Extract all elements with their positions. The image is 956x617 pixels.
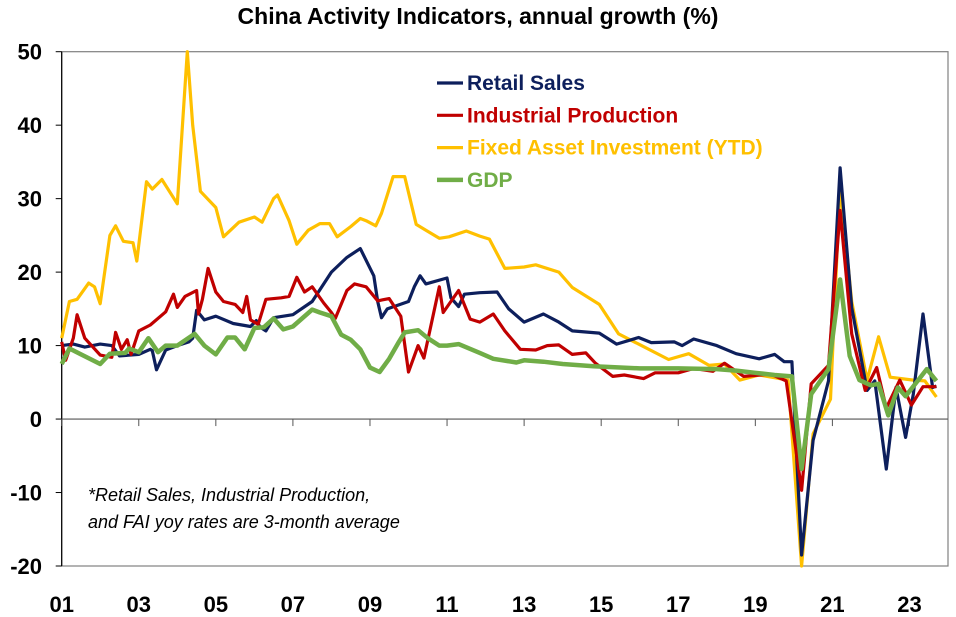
y-tick-label: 20 <box>18 260 42 285</box>
y-tick-label: -10 <box>10 481 42 506</box>
chart-title: China Activity Indicators, annual growth… <box>238 3 719 29</box>
annotation-line-1: *Retail Sales, Industrial Production, <box>88 485 370 505</box>
x-tick-label: 03 <box>127 592 151 617</box>
annotation-line-2: and FAI yoy rates are 3-month average <box>88 512 400 532</box>
legend-label: Retail Sales <box>467 72 585 95</box>
x-tick-label: 05 <box>204 592 228 617</box>
y-tick-label: 40 <box>18 113 42 138</box>
y-tick-label: -20 <box>10 554 42 579</box>
x-tick-label: 11 <box>435 592 458 617</box>
x-tick-label: 15 <box>589 592 613 617</box>
x-tick-label: 01 <box>49 592 73 617</box>
legend: Retail Sales Industrial Production Fixed A… <box>437 72 763 192</box>
y-tick-label: 30 <box>18 187 42 212</box>
y-tick-label: 50 <box>18 40 42 65</box>
legend-label: GDP <box>467 169 513 192</box>
x-tick-label: 07 <box>281 592 305 617</box>
x-tick-label: 23 <box>897 592 921 617</box>
legend-label: Fixed Asset Investment (YTD) <box>467 137 763 160</box>
x-tick-label: 19 <box>743 592 767 617</box>
series-line-industrial-production <box>60 208 937 492</box>
y-tick-label: 10 <box>18 334 42 359</box>
x-tick-label: 09 <box>358 592 382 617</box>
series-line-gdp <box>59 277 939 472</box>
series-line-retail-sales <box>61 166 937 557</box>
x-tick-label: 13 <box>512 592 536 617</box>
y-tick-label: 0 <box>30 407 42 432</box>
x-tick-label: 21 <box>820 592 844 617</box>
legend-label: Industrial Production <box>467 104 678 127</box>
x-tick-label: 17 <box>666 592 690 617</box>
series-line-fixed-asset-investment-ytd <box>60 50 938 568</box>
